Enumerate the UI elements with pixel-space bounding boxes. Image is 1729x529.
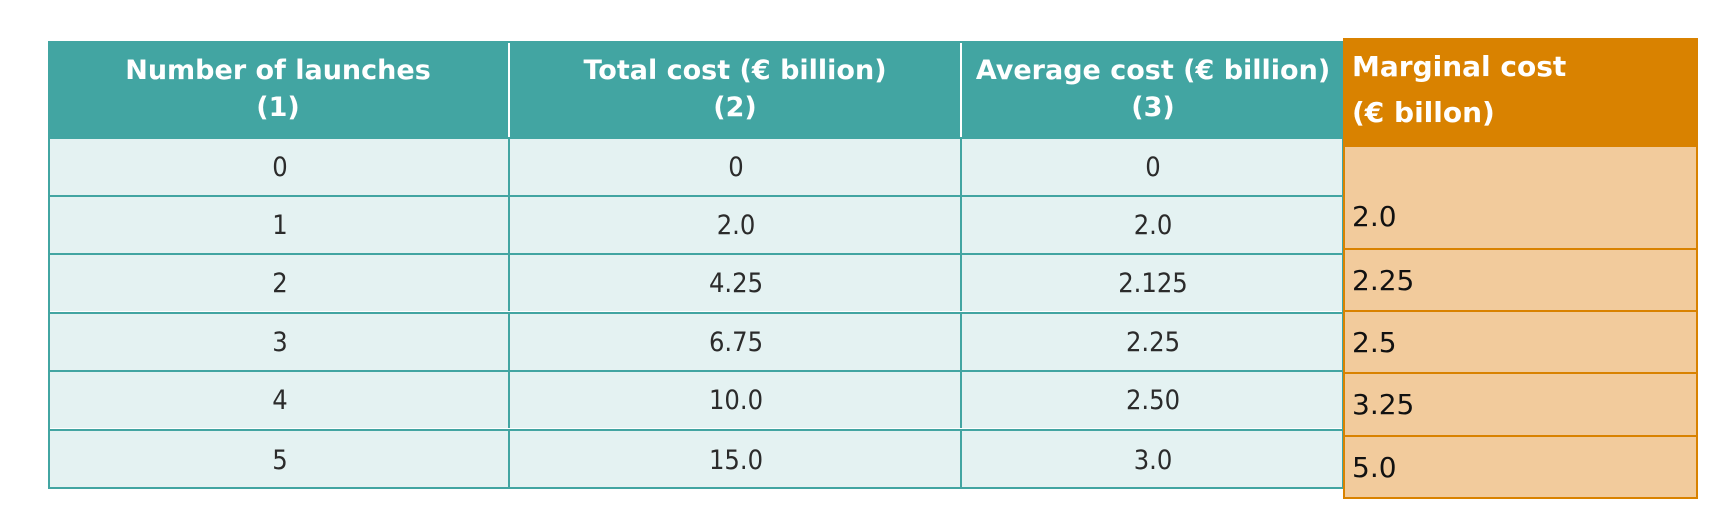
header-total-cost-title: Total cost (€ billion) [583,55,887,86]
table-row-4-average: 2.50 [960,370,1344,428]
table-row-1-launches: 1 [48,195,510,253]
header-launches-index: (1) [256,92,300,123]
marginal-cost-header-title: Marginal cost [1352,50,1567,83]
table-row-2-total: 4.25 [508,253,962,311]
header-average-cost: Average cost (€ billion) (3) [962,41,1344,137]
table-row-2-average: 2.125 [960,253,1344,311]
marginal-cost-value-1: 2.0 [1352,200,1397,233]
marginal-cost-value-4: 3.25 [1343,372,1698,435]
table-row-5-total: 15.0 [508,429,962,489]
marginal-cost-value-3: 2.5 [1343,310,1698,372]
marginal-cost-header-unit: (€ billon) [1352,96,1495,129]
header-launches: Number of launches (1) [48,41,510,137]
header-launches-title: Number of launches [125,55,431,86]
table-row-2-launches: 2 [48,253,510,311]
table-row-1-average: 2.0 [960,195,1344,253]
table-row-5-launches: 5 [48,429,510,489]
table-row-4-total: 10.0 [508,370,962,428]
table-row-3-average: 2.25 [960,312,1344,370]
header-average-cost-index: (3) [1131,92,1175,123]
marginal-cost-header: Marginal cost (€ billon) [1343,38,1698,145]
table-row-4-launches: 4 [48,370,510,428]
table-row-1-total: 2.0 [508,195,962,253]
table-row-5-average: 3.0 [960,429,1344,489]
marginal-cost-body [1343,145,1698,499]
table-row-3-launches: 3 [48,312,510,370]
table-row-0-total: 0 [508,137,962,195]
header-total-cost: Total cost (€ billion) (2) [510,41,962,137]
table-row-0-average: 0 [960,137,1344,195]
marginal-cost-value-5: 5.0 [1343,435,1698,497]
marginal-cost-value-2: 2.25 [1343,248,1698,310]
table-row-3-total: 6.75 [508,312,962,370]
header-total-cost-index: (2) [713,92,757,123]
header-average-cost-title: Average cost (€ billion) [975,55,1331,86]
table-row-0-launches: 0 [48,137,510,195]
